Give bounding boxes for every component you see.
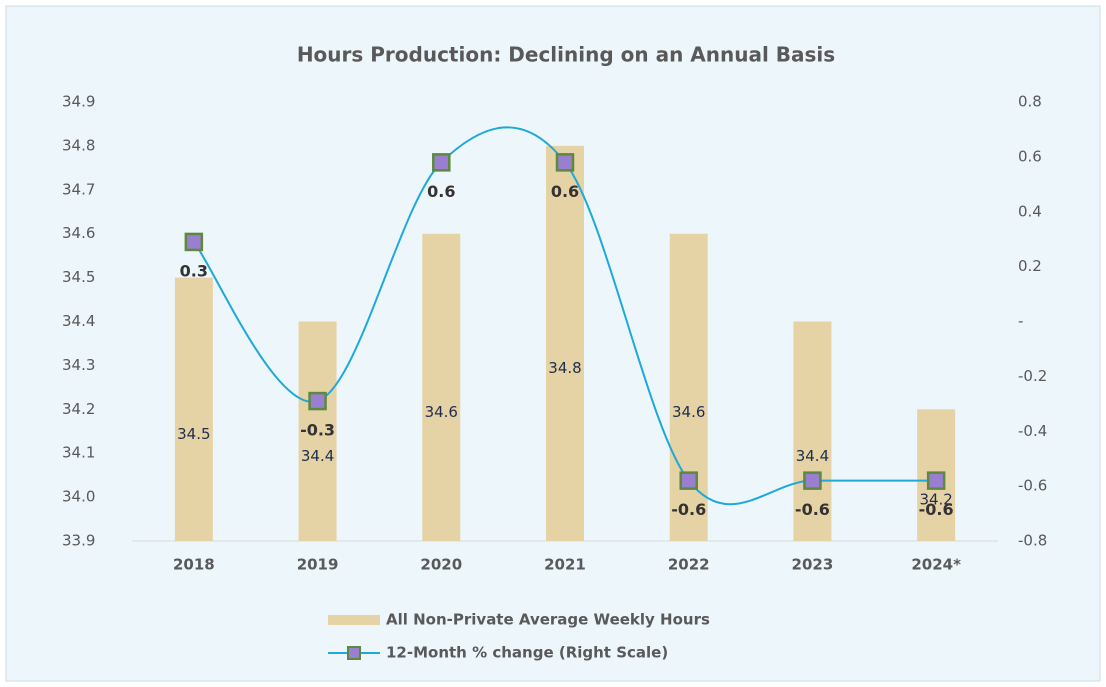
legend-marker	[347, 646, 361, 660]
bar-value-label: 34.8	[548, 359, 581, 377]
bar	[298, 321, 337, 541]
line-value-label: 0.6	[427, 182, 455, 201]
x-tick-label: 2021	[544, 556, 586, 574]
y2-tick-label: 0.8	[1018, 93, 1042, 111]
y2-tick-label: 0.4	[1018, 202, 1042, 220]
legend-label: All Non-Private Average Weekly Hours	[386, 611, 710, 629]
y-tick-label: 34.2	[62, 400, 95, 418]
legend-swatch	[328, 615, 380, 625]
x-tick-label: 2024*	[911, 556, 961, 574]
bar-value-label: 34.6	[672, 403, 705, 421]
y2-tick-label: 0.6	[1018, 147, 1042, 165]
y-tick-label: 34.5	[62, 268, 95, 286]
bar	[546, 145, 584, 541]
y-tick-label: 34.1	[62, 444, 95, 462]
y2-tick-label: -	[1018, 312, 1023, 330]
bar	[174, 277, 213, 541]
line-value-label: -0.6	[671, 500, 706, 519]
line-value-label: -0.6	[795, 500, 830, 519]
bar	[422, 233, 461, 541]
bar	[793, 321, 832, 541]
bar-value-label: 34.2	[919, 491, 952, 509]
y-tick-label: 34.9	[62, 93, 95, 111]
marker	[432, 153, 451, 172]
y-tick-label: 33.9	[62, 532, 95, 550]
x-tick-label: 2020	[420, 556, 462, 574]
y2-tick-label: -0.8	[1018, 532, 1047, 550]
marker	[184, 232, 204, 252]
y-tick-label: 34.0	[62, 488, 95, 506]
bar-value-label: 34.5	[177, 425, 210, 443]
bar-value-label: 34.4	[301, 447, 334, 465]
chart-title: Hours Production: Declining on an Annual…	[297, 43, 835, 67]
y-tick-label: 34.3	[62, 356, 95, 374]
marker	[679, 471, 698, 490]
y-tick-label: 34.4	[62, 312, 95, 330]
bar-value-label: 34.6	[425, 403, 458, 421]
marker	[308, 391, 327, 411]
legend-label: 12-Month % change (Right Scale)	[386, 644, 668, 662]
x-tick-label: 2022	[668, 556, 710, 574]
bar-value-label: 34.4	[796, 447, 829, 465]
y2-tick-label: -0.2	[1018, 367, 1047, 385]
y-tick-label: 34.8	[62, 136, 95, 154]
x-tick-label: 2018	[173, 556, 215, 574]
y-tick-label: 34.7	[62, 180, 95, 198]
x-tick-label: 2019	[297, 556, 339, 574]
x-tick-label: 2023	[792, 556, 834, 574]
marker	[555, 153, 575, 172]
marker	[803, 471, 822, 490]
y2-tick-label: -0.4	[1018, 422, 1047, 440]
y-tick-label: 34.6	[62, 224, 95, 242]
y2-tick-label: -0.6	[1018, 477, 1047, 495]
line-value-label: -0.6	[919, 500, 954, 519]
line-value-label: 0.3	[180, 261, 208, 280]
line-value-label: -0.3	[300, 421, 335, 440]
line-value-label: 0.6	[551, 182, 579, 201]
y2-tick-label: 0.2	[1018, 257, 1042, 275]
marker	[926, 471, 946, 490]
